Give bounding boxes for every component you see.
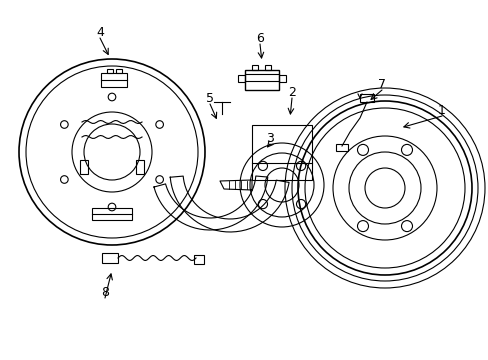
Bar	[335, 144, 347, 151]
Bar	[107, 69, 112, 73]
Bar	[264, 65, 270, 70]
Bar	[251, 125, 311, 180]
Text: 5: 5	[205, 91, 214, 104]
Text: 3: 3	[265, 131, 273, 144]
Text: 1: 1	[437, 104, 445, 117]
Bar	[194, 255, 203, 264]
Text: 2: 2	[287, 85, 295, 99]
Text: 4: 4	[96, 26, 104, 39]
Bar	[92, 208, 132, 220]
Text: 6: 6	[256, 31, 264, 45]
Text: 8: 8	[101, 285, 109, 298]
Bar	[244, 70, 279, 90]
Bar	[251, 65, 258, 70]
Text: 7: 7	[377, 77, 385, 90]
Bar	[279, 75, 285, 81]
Bar	[101, 73, 127, 87]
Bar	[80, 160, 88, 174]
Bar	[238, 75, 244, 81]
Bar	[116, 69, 121, 73]
Bar	[102, 253, 118, 263]
Bar	[359, 94, 373, 102]
Bar	[136, 160, 143, 174]
